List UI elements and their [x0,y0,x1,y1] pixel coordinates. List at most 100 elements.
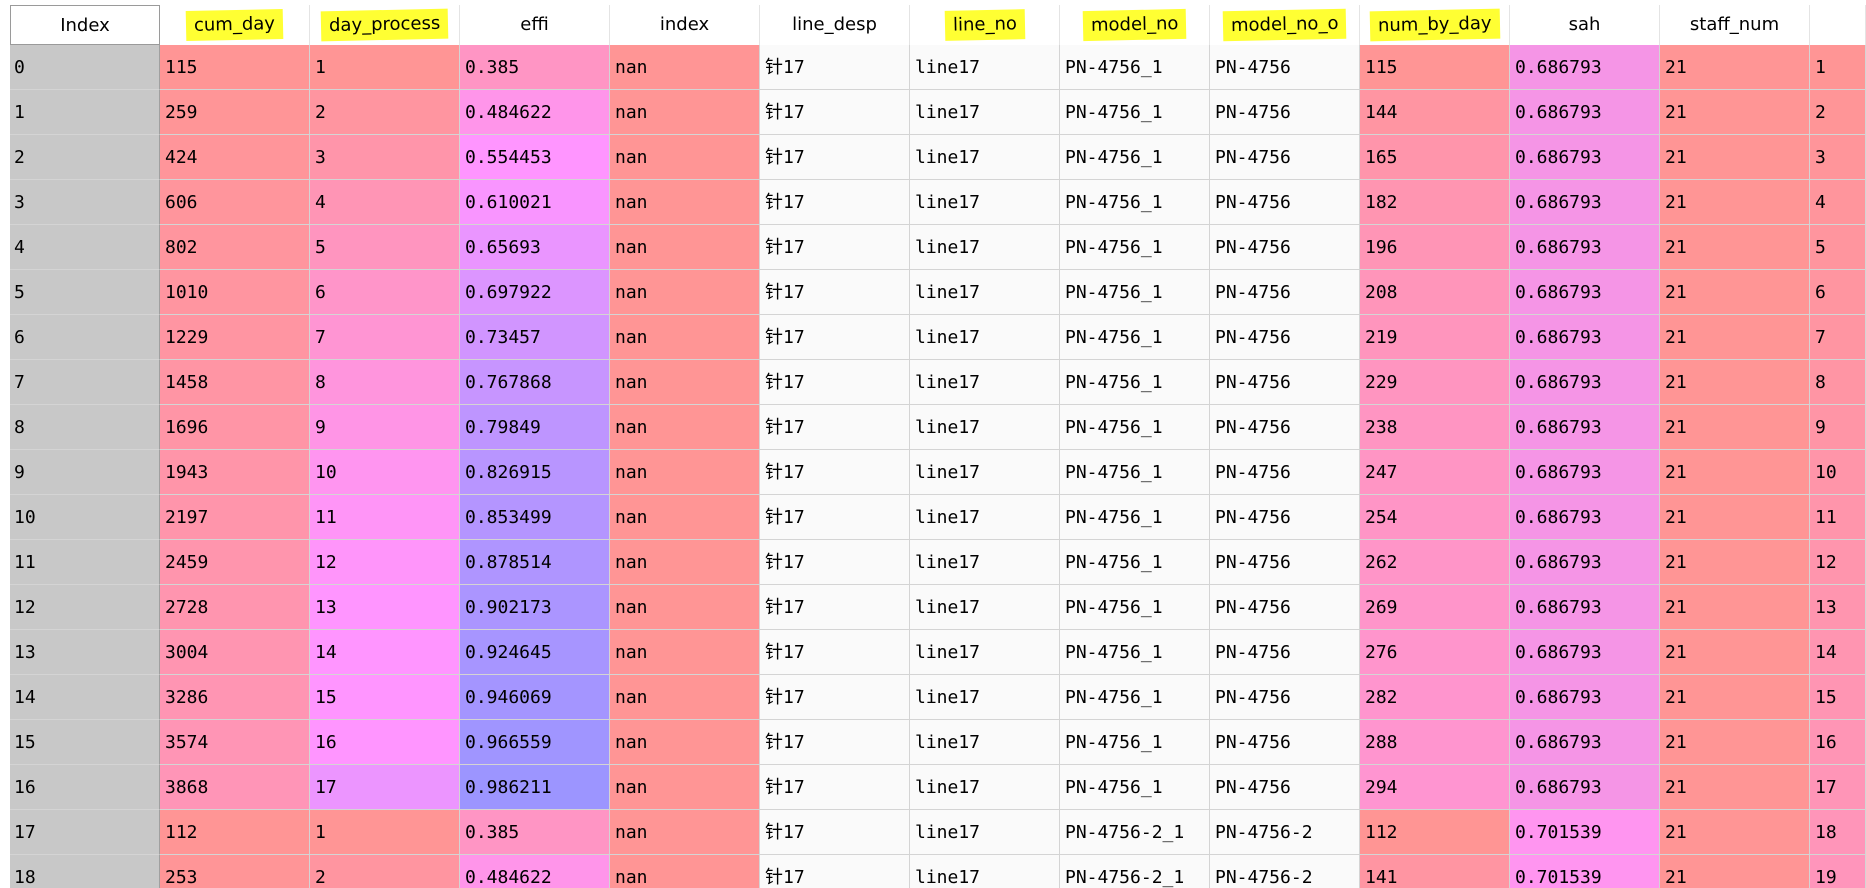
cell-line_no[interactable]: line17 [910,540,1060,585]
cell-model_no_o[interactable]: PN-4756 [1210,450,1360,495]
column-header-index[interactable]: index [610,5,760,45]
cell-sah[interactable]: 0.686793 [1510,675,1660,720]
cell-staff_num[interactable]: 21 [1660,855,1810,888]
table-row[interactable]: 18 253 2 0.484622 nan 针17 line17 PN-4756-2_1 PN-… [10,855,1866,888]
cell-cum_day[interactable]: 3574 [160,720,310,765]
cell-model_no[interactable]: PN-4756_1 [1060,225,1210,270]
cell-staff_num[interactable]: 21 [1660,810,1810,855]
cell-sah[interactable]: 0.686793 [1510,405,1660,450]
cell-line_desp[interactable]: 针17 [760,810,910,855]
cell-model_no[interactable]: PN-4756_1 [1060,765,1210,810]
cell-model_no[interactable]: PN-4756_1 [1060,450,1210,495]
cell-day_process[interactable]: 8 [310,360,460,405]
cell-model_no_o[interactable]: PN-4756 [1210,585,1360,630]
cell-extra[interactable]: 7 [1810,315,1866,360]
row-index-cell[interactable]: 14 [10,675,160,720]
cell-cum_day[interactable]: 253 [160,855,310,888]
cell-effi[interactable]: 0.697922 [460,270,610,315]
cell-day_process[interactable]: 14 [310,630,460,675]
cell-effi[interactable]: 0.385 [460,45,610,90]
cell-extra[interactable]: 2 [1810,90,1866,135]
cell-sah[interactable]: 0.701539 [1510,810,1660,855]
cell-extra[interactable]: 13 [1810,585,1866,630]
cell-effi[interactable]: 0.65693 [460,225,610,270]
cell-effi[interactable]: 0.946069 [460,675,610,720]
cell-model_no_o[interactable]: PN-4756 [1210,315,1360,360]
column-header-line_desp[interactable]: line_desp [760,5,910,45]
cell-line_no[interactable]: line17 [910,855,1060,888]
cell-cum_day[interactable]: 424 [160,135,310,180]
cell-num_by_day[interactable]: 115 [1360,45,1510,90]
cell-line_desp[interactable]: 针17 [760,270,910,315]
cell-index[interactable]: nan [610,675,760,720]
cell-num_by_day[interactable]: 196 [1360,225,1510,270]
cell-num_by_day[interactable]: 229 [1360,360,1510,405]
cell-index[interactable]: nan [610,585,760,630]
cell-line_desp[interactable]: 针17 [760,855,910,888]
cell-sah[interactable]: 0.686793 [1510,270,1660,315]
cell-num_by_day[interactable]: 288 [1360,720,1510,765]
cell-staff_num[interactable]: 21 [1660,450,1810,495]
cell-model_no_o[interactable]: PN-4756 [1210,45,1360,90]
table-row[interactable]: 15 3574 16 0.966559 nan 针17 line17 PN-4756_1 PN-… [10,720,1866,765]
cell-line_no[interactable]: line17 [910,270,1060,315]
cell-model_no_o[interactable]: PN-4756 [1210,90,1360,135]
cell-cum_day[interactable]: 115 [160,45,310,90]
cell-line_no[interactable]: line17 [910,135,1060,180]
row-index-cell[interactable]: 11 [10,540,160,585]
cell-sah[interactable]: 0.686793 [1510,720,1660,765]
cell-line_no[interactable]: line17 [910,630,1060,675]
cell-day_process[interactable]: 12 [310,540,460,585]
cell-model_no[interactable]: PN-4756_1 [1060,405,1210,450]
cell-staff_num[interactable]: 21 [1660,540,1810,585]
cell-index[interactable]: nan [610,810,760,855]
cell-staff_num[interactable]: 21 [1660,270,1810,315]
cell-line_no[interactable]: line17 [910,90,1060,135]
cell-index[interactable]: nan [610,360,760,405]
cell-line_no[interactable]: line17 [910,810,1060,855]
cell-staff_num[interactable]: 21 [1660,765,1810,810]
cell-staff_num[interactable]: 21 [1660,585,1810,630]
cell-cum_day[interactable]: 2728 [160,585,310,630]
cell-line_desp[interactable]: 针17 [760,495,910,540]
cell-sah[interactable]: 0.686793 [1510,135,1660,180]
cell-index[interactable]: nan [610,450,760,495]
cell-sah[interactable]: 0.686793 [1510,360,1660,405]
cell-day_process[interactable]: 10 [310,450,460,495]
cell-staff_num[interactable]: 21 [1660,135,1810,180]
row-index-cell[interactable]: 5 [10,270,160,315]
cell-extra[interactable]: 10 [1810,450,1866,495]
cell-line_desp[interactable]: 针17 [760,720,910,765]
cell-index[interactable]: nan [610,765,760,810]
cell-model_no[interactable]: PN-4756_1 [1060,585,1210,630]
cell-day_process[interactable]: 13 [310,585,460,630]
cell-cum_day[interactable]: 1229 [160,315,310,360]
cell-num_by_day[interactable]: 247 [1360,450,1510,495]
cell-line_desp[interactable]: 针17 [760,450,910,495]
cell-day_process[interactable]: 9 [310,405,460,450]
cell-sah[interactable]: 0.686793 [1510,90,1660,135]
row-index-cell[interactable]: 6 [10,315,160,360]
cell-line_desp[interactable]: 针17 [760,90,910,135]
row-index-cell[interactable]: 13 [10,630,160,675]
cell-index[interactable]: nan [610,855,760,888]
cell-day_process[interactable]: 2 [310,855,460,888]
cell-staff_num[interactable]: 21 [1660,720,1810,765]
cell-effi[interactable]: 0.878514 [460,540,610,585]
cell-staff_num[interactable]: 21 [1660,405,1810,450]
cell-model_no_o[interactable]: PN-4756 [1210,270,1360,315]
table-row[interactable]: 10 2197 11 0.853499 nan 针17 line17 PN-4756_1 PN-… [10,495,1866,540]
cell-day_process[interactable]: 6 [310,270,460,315]
cell-line_no[interactable]: line17 [910,720,1060,765]
cell-cum_day[interactable]: 112 [160,810,310,855]
column-header-sah[interactable]: sah [1510,5,1660,45]
row-index-cell[interactable]: 18 [10,855,160,888]
cell-num_by_day[interactable]: 208 [1360,270,1510,315]
cell-index[interactable]: nan [610,495,760,540]
table-row[interactable]: 4 802 5 0.65693 nan 针17 line17 PN-4756_1 PN-4756… [10,225,1866,270]
cell-index[interactable]: nan [610,720,760,765]
cell-day_process[interactable]: 5 [310,225,460,270]
cell-extra[interactable]: 14 [1810,630,1866,675]
cell-line_no[interactable]: line17 [910,225,1060,270]
cell-sah[interactable]: 0.701539 [1510,855,1660,888]
